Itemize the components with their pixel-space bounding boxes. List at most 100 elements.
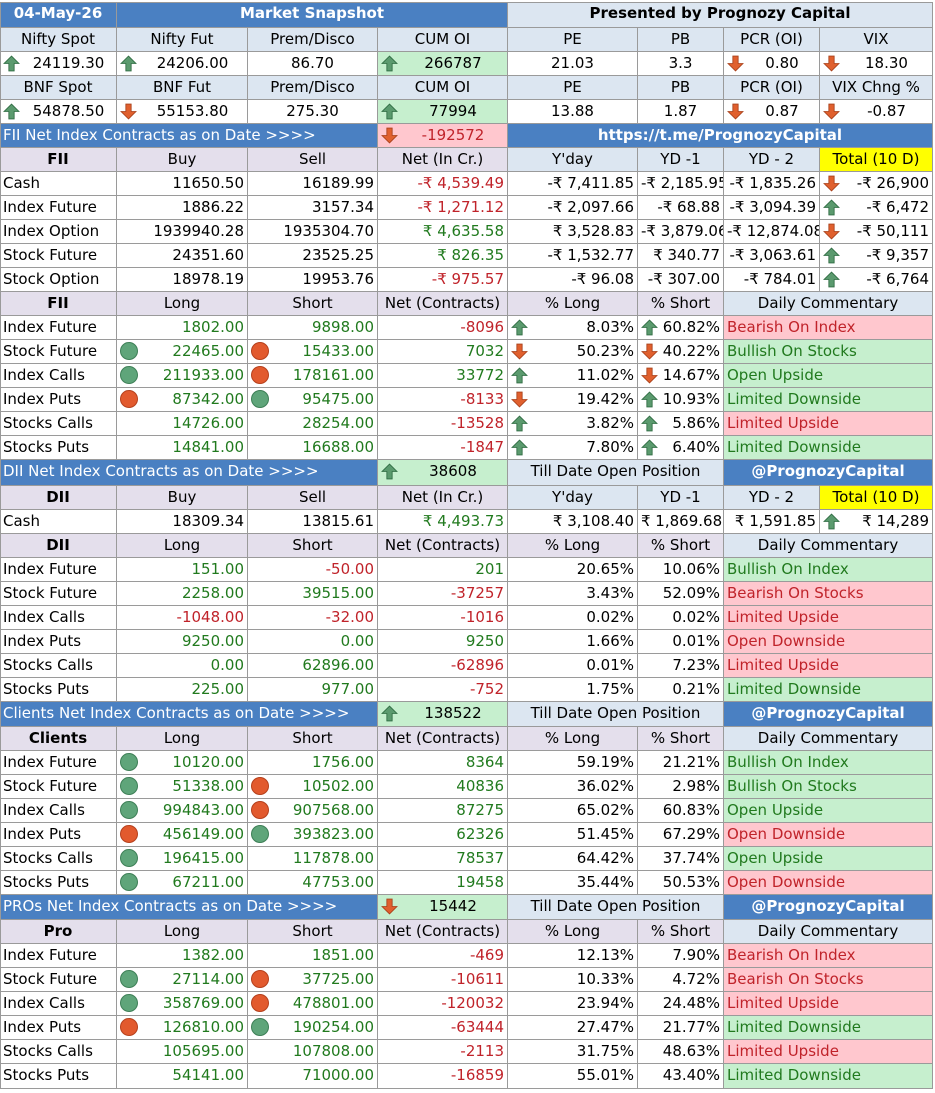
fii-row-label: Index Future bbox=[0, 316, 117, 340]
fii-cash-value: 1939940.28 bbox=[117, 220, 248, 244]
fii-cash-value: -₹ 1,532.77 bbox=[508, 244, 638, 268]
pro-row-value-text: 4.72% bbox=[672, 970, 720, 988]
pro-row-label: Index Calls bbox=[0, 992, 117, 1016]
dii-row-value: 151.00 bbox=[117, 558, 248, 582]
bnf-header-text: BNF Spot bbox=[23, 78, 93, 96]
clients-handle: @PrognozyCapital bbox=[724, 702, 933, 727]
clients-row-value: 87275 bbox=[378, 799, 508, 823]
fii-cash-value: -₹ 2,097.66 bbox=[508, 196, 638, 220]
bnf-value-text: 54878.50 bbox=[32, 102, 105, 120]
bnf-value: 55153.80 bbox=[117, 100, 248, 124]
pro-row-value: 48.63% bbox=[638, 1040, 724, 1064]
bnf-header: Prem/Disco bbox=[248, 76, 378, 100]
clients-row-value: 10502.00 bbox=[248, 775, 378, 799]
fii-row-value: 15433.00 bbox=[248, 340, 378, 364]
up-arrow-icon bbox=[641, 391, 658, 408]
dii-commentary-text: Bearish On Stocks bbox=[727, 584, 864, 602]
pro-row-value: 10.33% bbox=[508, 968, 638, 992]
pro-row-value-text: 12.13% bbox=[576, 946, 634, 964]
nifty-value-text: 24119.30 bbox=[32, 54, 105, 72]
dii-pos-header: % Long bbox=[508, 534, 638, 558]
clients-row-value: 36.02% bbox=[508, 775, 638, 799]
cash-header-text: DII bbox=[46, 488, 70, 506]
down-arrow-icon bbox=[823, 55, 840, 72]
up-arrow-icon bbox=[641, 319, 658, 336]
pro-row-value-text: 27.47% bbox=[576, 1018, 634, 1036]
clients-pos-header: Net (Contracts) bbox=[378, 727, 508, 751]
dii-row-value-text: -37257 bbox=[450, 584, 504, 602]
fii-cash-value: -₹ 975.57 bbox=[378, 268, 508, 292]
fii-cash-value: 11650.50 bbox=[117, 172, 248, 196]
fii-cash-value-text: -₹ 26,900 bbox=[856, 174, 929, 192]
dii-commentary-text: Limited Downside bbox=[727, 680, 861, 698]
clients-banner: Clients Net Index Contracts as on Date >… bbox=[0, 702, 378, 727]
fii-row-value: 19.42% bbox=[508, 388, 638, 412]
fii-pos-header-text: % Long bbox=[544, 294, 601, 312]
pro-pos-header: % Long bbox=[508, 920, 638, 944]
pro-row-value-text: 54141.00 bbox=[172, 1066, 244, 1084]
cash-header: YD - 2 bbox=[724, 486, 820, 510]
dii-cash-value-text: ₹ 1,869.68 bbox=[641, 512, 723, 530]
fii-commentary-text: Bearish On Index bbox=[727, 318, 856, 336]
bnf-value-text: 0.87 bbox=[765, 102, 799, 120]
fii-cash-value: -₹ 6,764 bbox=[820, 268, 933, 292]
fii-row-label: Stock Future bbox=[0, 340, 117, 364]
nifty-value-text: 18.30 bbox=[865, 54, 908, 72]
bnf-header: VIX Chng % bbox=[820, 76, 933, 100]
dii-cash-value: ₹ 14,289 bbox=[820, 510, 933, 534]
clients-row-label: Index Calls bbox=[0, 799, 117, 823]
clients-row-value: 51.45% bbox=[508, 823, 638, 847]
up-arrow-icon bbox=[823, 513, 840, 530]
dii-commentary: Limited Upside bbox=[724, 654, 933, 678]
clients-till-date: Till Date Open Position bbox=[508, 702, 724, 727]
fii-cash-value: -₹ 12,874.08 bbox=[724, 220, 820, 244]
pro-banner-value-text: 15442 bbox=[429, 897, 477, 915]
dii-handle-text: @PrognozyCapital bbox=[751, 462, 905, 480]
fii-row-value-text: 6.40% bbox=[672, 438, 720, 456]
pro-row-value: -63444 bbox=[378, 1016, 508, 1040]
fii-cash-value: -₹ 307.00 bbox=[638, 268, 724, 292]
fii-cash-value-text: -₹ 50,111 bbox=[856, 222, 929, 240]
bnf-header: BNF Spot bbox=[0, 76, 117, 100]
pro-banner-value: 15442 bbox=[378, 895, 508, 920]
fii-commentary: Limited Downside bbox=[724, 388, 933, 412]
dii-commentary: Bearish On Stocks bbox=[724, 582, 933, 606]
pro-row-value-text: 105695.00 bbox=[162, 1042, 244, 1060]
pro-row-label: Stocks Calls bbox=[0, 1040, 117, 1064]
pro-row-value: 43.40% bbox=[638, 1064, 724, 1089]
clients-pos-header: % Short bbox=[638, 727, 724, 751]
dii-row-value: 1.66% bbox=[508, 630, 638, 654]
cash-header: Buy bbox=[117, 148, 248, 172]
fii-cash-value-text: -₹ 1,835.26 bbox=[729, 174, 816, 192]
dii-cash-value: ₹ 3,108.40 bbox=[508, 510, 638, 534]
fii-cash-value-text: 1939940.28 bbox=[153, 222, 244, 240]
fii-cash-value-text: 11650.50 bbox=[172, 174, 244, 192]
dii-row-label-text: Index Puts bbox=[3, 632, 82, 650]
dii-commentary: Limited Downside bbox=[724, 678, 933, 702]
fii-row-value-text: 211933.00 bbox=[162, 366, 244, 384]
fii-cash-value-text: 19953.76 bbox=[302, 270, 374, 288]
fii-row-value: -8133 bbox=[378, 388, 508, 412]
cash-header: Sell bbox=[248, 486, 378, 510]
fii-cash-value-text: ₹ 340.77 bbox=[653, 246, 720, 264]
up-arrow-icon bbox=[511, 367, 528, 384]
cash-header-text: YD -1 bbox=[660, 488, 701, 506]
pro-commentary: Limited Downside bbox=[724, 1064, 933, 1089]
fii-row-value-text: 7.80% bbox=[586, 438, 634, 456]
green-circle-icon bbox=[120, 849, 138, 867]
fii-row-label-text: Stocks Calls bbox=[3, 414, 93, 432]
fii-cash-value-text: 1935304.70 bbox=[283, 222, 374, 240]
fii-cash-value: -₹ 2,185.95 bbox=[638, 172, 724, 196]
clients-pos-header: Daily Commentary bbox=[724, 727, 933, 751]
fii-cash-value: 23525.25 bbox=[248, 244, 378, 268]
clients-row-value: 1756.00 bbox=[248, 751, 378, 775]
nifty-value: 266787 bbox=[378, 52, 508, 76]
clients-row-value-text: 994843.00 bbox=[162, 801, 244, 819]
pro-row-label-text: Index Calls bbox=[3, 994, 85, 1012]
fii-cash-value: -₹ 9,357 bbox=[820, 244, 933, 268]
fii-row-value-text: 50.23% bbox=[576, 342, 634, 360]
fii-banner-value-text: -192572 bbox=[421, 126, 485, 144]
down-arrow-icon bbox=[727, 55, 744, 72]
cash-header: YD - 2 bbox=[724, 148, 820, 172]
clients-banner-text: Clients Net Index Contracts as on Date >… bbox=[3, 704, 350, 722]
